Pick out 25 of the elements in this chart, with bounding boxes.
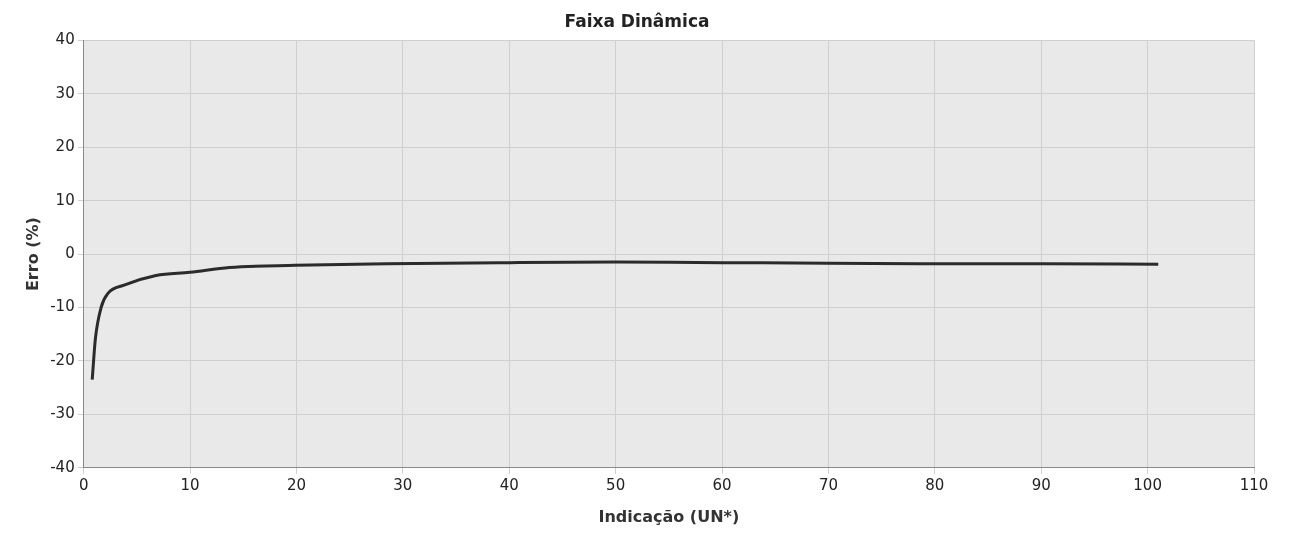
x-tick-label: 50 xyxy=(606,475,626,494)
x-axis-title: Indicação (UN*) xyxy=(598,506,740,526)
x-tick-label: 70 xyxy=(818,475,838,494)
y-tick-label: 30 xyxy=(55,83,75,102)
x-tick-label: 100 xyxy=(1133,475,1162,494)
y-tick-label: -30 xyxy=(50,404,75,423)
y-tick-label: -20 xyxy=(50,350,75,369)
y-tick-label: 40 xyxy=(55,30,75,49)
x-tick-label: 40 xyxy=(499,475,519,494)
x-tick-label: 60 xyxy=(712,475,732,494)
y-tick-label: -10 xyxy=(50,297,75,316)
line-series xyxy=(90,260,1160,382)
x-tick-label: 20 xyxy=(286,475,307,494)
y-tick-label: -40 xyxy=(50,457,75,476)
x-tick-label: 10 xyxy=(180,475,200,494)
x-tick-label: 30 xyxy=(393,475,413,494)
x-tick-label: 0 xyxy=(78,475,89,494)
y-axis-title: Erro (%) xyxy=(22,217,42,292)
x-tick-label: 80 xyxy=(925,475,945,494)
y-tick-label: 10 xyxy=(55,190,75,209)
x-tick-label: 90 xyxy=(1031,475,1051,494)
chart-title: Faixa Dinâmica xyxy=(564,10,710,31)
x-tick-label: 110 xyxy=(1239,475,1269,494)
y-tick-label: 20 xyxy=(55,137,75,156)
y-tick-label: 0 xyxy=(65,243,75,262)
